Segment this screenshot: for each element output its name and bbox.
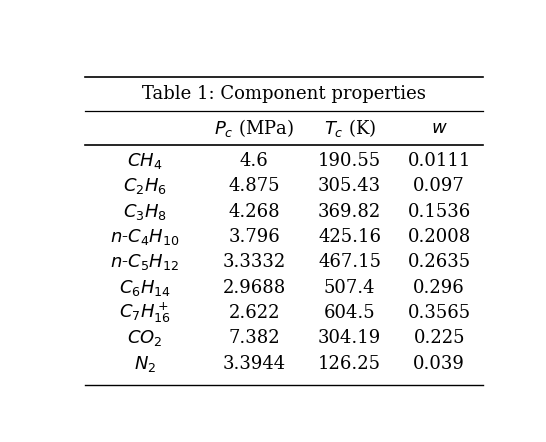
- Text: 304.19: 304.19: [318, 329, 381, 347]
- Text: $T_c$ (K): $T_c$ (K): [324, 117, 376, 139]
- Text: 467.15: 467.15: [318, 253, 381, 271]
- Text: 0.296: 0.296: [413, 279, 465, 297]
- Text: $P_c$ (MPa): $P_c$ (MPa): [214, 117, 294, 139]
- Text: $C_6H_{14}$: $C_6H_{14}$: [119, 278, 171, 297]
- Text: $n$-$C_5H_{12}$: $n$-$C_5H_{12}$: [110, 252, 179, 272]
- Text: 0.1536: 0.1536: [407, 203, 471, 221]
- Text: 0.2635: 0.2635: [408, 253, 471, 271]
- Text: 507.4: 507.4: [324, 279, 376, 297]
- Text: $C_2H_6$: $C_2H_6$: [123, 176, 167, 196]
- Text: 4.6: 4.6: [240, 152, 269, 170]
- Text: 0.2008: 0.2008: [407, 228, 471, 246]
- Text: 2.9688: 2.9688: [223, 279, 286, 297]
- Text: 0.3565: 0.3565: [408, 304, 471, 322]
- Text: 0.0111: 0.0111: [407, 152, 471, 170]
- Text: 0.039: 0.039: [413, 354, 465, 373]
- Text: 3.3944: 3.3944: [223, 354, 286, 373]
- Text: 425.16: 425.16: [318, 228, 381, 246]
- Text: 305.43: 305.43: [318, 177, 381, 195]
- Text: $C_3H_8$: $C_3H_8$: [123, 202, 167, 222]
- Text: $C_7H_{16}^+$: $C_7H_{16}^+$: [119, 301, 171, 325]
- Text: $N_2$: $N_2$: [134, 354, 156, 373]
- Text: $CO_2$: $CO_2$: [127, 328, 163, 348]
- Text: 0.225: 0.225: [413, 329, 465, 347]
- Text: 3.796: 3.796: [228, 228, 280, 246]
- Text: 0.097: 0.097: [413, 177, 465, 195]
- Text: $w$: $w$: [431, 119, 448, 137]
- Text: 604.5: 604.5: [324, 304, 376, 322]
- Text: 126.25: 126.25: [318, 354, 381, 373]
- Text: $CH_4$: $CH_4$: [127, 151, 163, 171]
- Text: 190.55: 190.55: [318, 152, 381, 170]
- Text: 4.875: 4.875: [228, 177, 280, 195]
- Text: $n$-$C_4H_{10}$: $n$-$C_4H_{10}$: [110, 227, 180, 247]
- Text: Table 1: Component properties: Table 1: Component properties: [142, 85, 426, 103]
- Text: 7.382: 7.382: [228, 329, 280, 347]
- Text: 369.82: 369.82: [318, 203, 381, 221]
- Text: 4.268: 4.268: [228, 203, 280, 221]
- Text: 3.3332: 3.3332: [223, 253, 286, 271]
- Text: 2.622: 2.622: [228, 304, 280, 322]
